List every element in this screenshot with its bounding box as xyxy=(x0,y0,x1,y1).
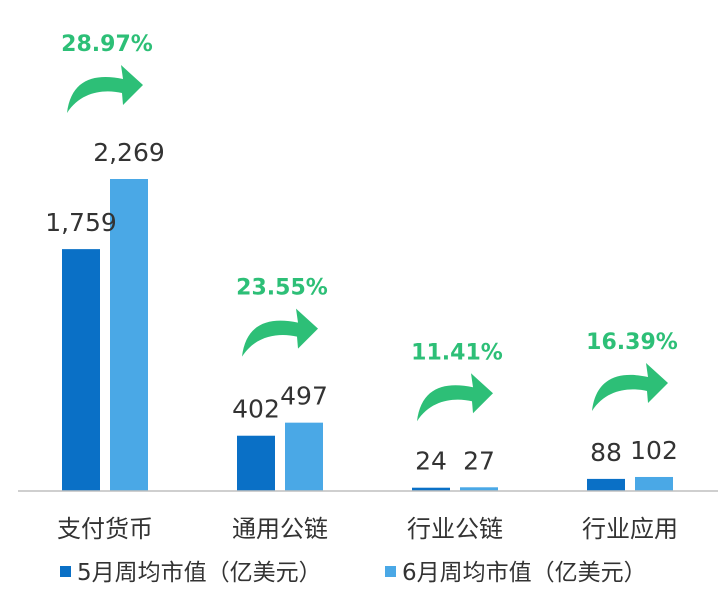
growth-arrow-0 xyxy=(67,65,143,113)
value-label-june-1: 497 xyxy=(280,382,328,411)
bar-may-1 xyxy=(237,435,275,491)
growth-label-3: 16.39% xyxy=(586,330,678,355)
bar-june-2 xyxy=(460,487,498,491)
value-label-june-2: 27 xyxy=(463,446,495,475)
category-label-0: 支付货币 xyxy=(57,515,153,543)
labels-layer: 1,759 2,269 支付货币 402 497 通用公链 24 27 行业公链 88 102 行业应… xyxy=(45,138,678,543)
legend: 5月周均市值（亿美元） 6月周均市值（亿美元） xyxy=(60,560,647,586)
value-label-may-0: 1,759 xyxy=(45,208,117,237)
bar-may-0 xyxy=(62,249,100,491)
category-label-3: 行业应用 xyxy=(582,515,678,543)
value-label-june-3: 102 xyxy=(630,436,678,465)
bar-may-3 xyxy=(587,478,625,491)
category-label-2: 行业公链 xyxy=(407,515,503,543)
bar-june-0 xyxy=(110,179,148,491)
category-label-1: 通用公链 xyxy=(232,515,328,543)
growth-arrows-layer: 28.97% 23.55% 11.41% 16.39% xyxy=(61,32,678,422)
value-label-may-1: 402 xyxy=(232,395,280,424)
legend-label-may: 5月周均市值（亿美元） xyxy=(77,560,322,586)
value-label-may-2: 24 xyxy=(415,447,447,476)
value-label-june-0: 2,269 xyxy=(93,138,165,167)
bars-layer xyxy=(62,179,673,491)
legend-swatch-june xyxy=(385,566,396,577)
growth-label-1: 23.55% xyxy=(236,276,328,301)
legend-swatch-may xyxy=(60,566,71,577)
growth-label-2: 11.41% xyxy=(411,340,503,365)
bar-june-3 xyxy=(635,476,673,491)
legend-label-june: 6月周均市值（亿美元） xyxy=(402,560,647,586)
growth-arrow-1 xyxy=(242,308,318,357)
value-label-may-3: 88 xyxy=(590,438,622,467)
bar-may-2 xyxy=(412,487,450,491)
growth-arrow-2 xyxy=(417,373,493,422)
growth-arrow-3 xyxy=(592,362,668,411)
growth-label-0: 28.97% xyxy=(61,32,153,57)
bar-june-1 xyxy=(285,422,323,491)
